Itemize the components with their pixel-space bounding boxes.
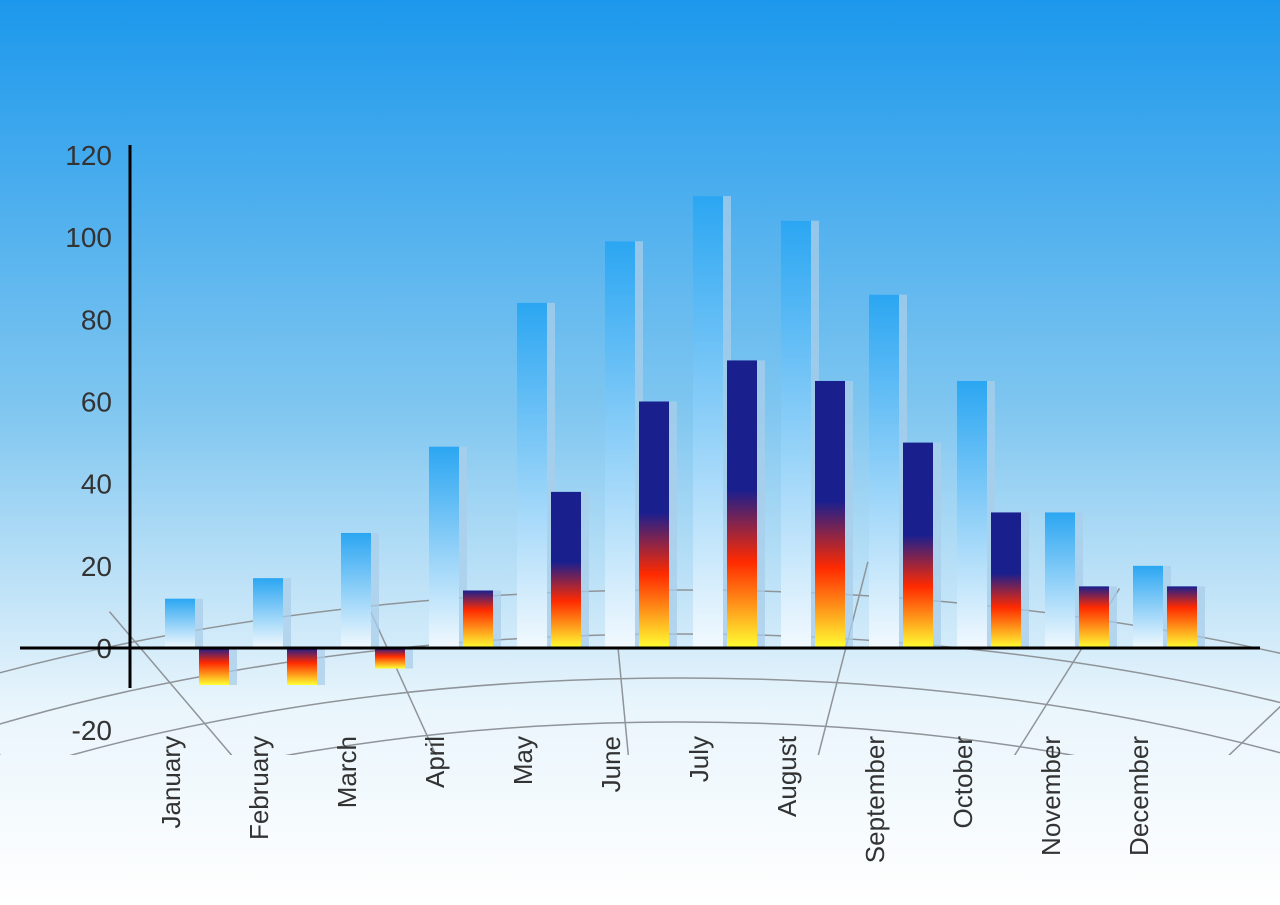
secondary-bar: [463, 590, 493, 648]
primary-bar: [957, 381, 987, 648]
secondary-bar: [903, 443, 933, 648]
x-category-label: June: [596, 736, 626, 792]
y-tick-label: 120: [65, 140, 112, 171]
primary-bar: [693, 196, 723, 648]
x-category-label: April: [420, 736, 450, 788]
primary-bar: [517, 303, 547, 648]
x-category-label: March: [332, 736, 362, 808]
primary-bar: [1133, 566, 1163, 648]
secondary-bar: [551, 492, 581, 648]
x-category-label: May: [508, 736, 538, 785]
y-tick-label: 100: [65, 222, 112, 253]
primary-bar: [869, 295, 899, 648]
primary-bar: [1045, 512, 1075, 648]
secondary-bar: [287, 648, 317, 685]
x-category-label: October: [948, 736, 978, 829]
primary-bar: [429, 447, 459, 648]
secondary-bar: [1167, 586, 1197, 648]
x-category-label: December: [1124, 736, 1154, 856]
secondary-bar: [375, 648, 405, 669]
y-tick-label: 40: [81, 469, 112, 500]
secondary-bar: [815, 381, 845, 648]
y-tick-label: -20: [72, 715, 112, 746]
primary-bar: [781, 221, 811, 648]
x-category-label: February: [244, 736, 274, 840]
secondary-bar: [727, 360, 757, 648]
secondary-bar: [991, 512, 1021, 648]
primary-bar: [165, 599, 195, 648]
primary-bar: [341, 533, 371, 648]
x-category-label: August: [772, 735, 802, 817]
secondary-bar: [1079, 586, 1109, 648]
secondary-bar: [639, 402, 669, 649]
primary-bar: [605, 241, 635, 648]
y-tick-label: 20: [81, 551, 112, 582]
x-category-label: November: [1036, 736, 1066, 856]
monthly-bar-chart: -20020406080100120 JanuaryFebruaryMarchA…: [0, 0, 1280, 905]
x-category-label: January: [156, 736, 186, 829]
x-category-label: July: [684, 736, 714, 782]
x-category-label: September: [860, 736, 890, 864]
y-tick-label: 60: [81, 387, 112, 418]
y-tick-label: 80: [81, 304, 112, 335]
primary-bar: [253, 578, 283, 648]
secondary-bar: [199, 648, 229, 685]
